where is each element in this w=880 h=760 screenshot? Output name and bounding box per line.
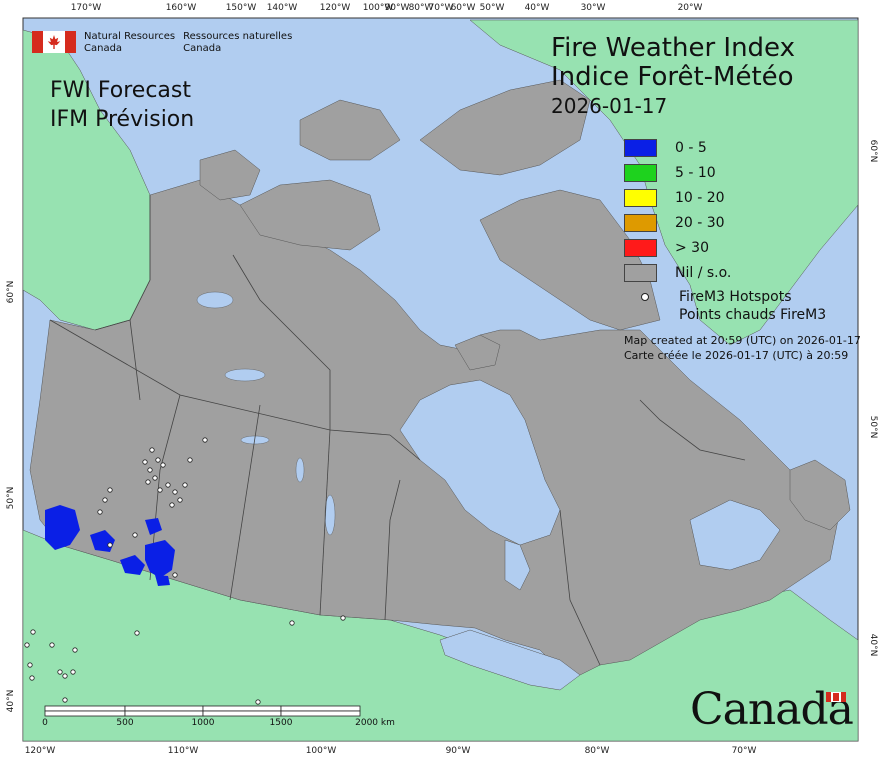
legend-row-0-5: 0 - 5	[624, 135, 731, 160]
legend-row-over-30: > 30	[624, 235, 731, 260]
tick-top-12: 40°W	[524, 3, 550, 13]
tick-bottom-6: 70°W	[731, 746, 757, 756]
scale-labels: 0 500 1000 1500 2000 km	[42, 718, 405, 732]
tick-top-3: 150°W	[225, 3, 257, 13]
reindeer-lake	[295, 457, 305, 483]
tick-top-4: 140°W	[266, 3, 298, 13]
hotspot-legend: FireM3 Hotspots Points chauds FireM3	[641, 288, 826, 324]
gulf-of-st-lawrence	[689, 499, 781, 571]
tick-top-14: 20°W	[677, 3, 703, 13]
great-lakes	[439, 629, 581, 691]
tick-right-2: 50°N	[868, 415, 878, 439]
legend-swatch-5-10	[624, 163, 657, 182]
hotspot-en: FireM3 Hotspots	[679, 289, 792, 305]
tick-right-1: 60°N	[868, 139, 878, 163]
tick-left-2: 50°N	[6, 486, 16, 510]
title-fr: Indice Forêt-Météo	[551, 62, 794, 92]
hotspot-dot-icon	[641, 293, 649, 301]
tick-bottom-2: 110°W	[167, 746, 199, 756]
great-slave-lake	[224, 368, 266, 382]
forecast-en: FWI Forecast	[50, 78, 191, 103]
tick-bottom-1: 120°W	[24, 746, 56, 756]
southampton-island	[454, 334, 501, 371]
hotspot-fr: Points chauds FireM3	[679, 307, 827, 323]
tick-right-3: 40°N	[868, 633, 878, 657]
legend-label-5-10: 5 - 10	[675, 164, 716, 181]
victoria-island	[239, 179, 381, 251]
nrcan-signature: Natural Resources Canada Ressources natu…	[32, 31, 292, 55]
tick-left-3: 40°N	[6, 689, 16, 713]
legend-swatch-nil	[624, 263, 657, 282]
banks-island	[199, 149, 261, 201]
forecast-label: FWI Forecast IFM Prévision	[50, 76, 194, 134]
tick-top-13: 30°W	[580, 3, 606, 13]
tick-top-9: 70°W	[428, 3, 454, 13]
tick-bottom-4: 90°W	[445, 746, 471, 756]
tick-top-5: 120°W	[319, 3, 351, 13]
greenland-land	[469, 19, 859, 346]
scale-label-2000: 2000 km	[355, 718, 395, 728]
tick-bottom-3: 100°W	[305, 746, 337, 756]
legend-label-0-5: 0 - 5	[675, 139, 707, 156]
scale-label-1000: 1000	[191, 718, 215, 728]
lake-winnipeg	[324, 494, 336, 536]
title-en: Fire Weather Index	[551, 33, 795, 63]
queen-elizabeth-islands	[299, 99, 401, 161]
created-fr: Carte créée le 2026-01-17 (UTC) à 20:59	[624, 349, 849, 362]
nrcan-english: Natural Resources Canada	[84, 31, 175, 55]
fwi-legend: 0 - 5 5 - 10 10 - 20 20 - 30 > 30 Nil / …	[624, 135, 731, 285]
great-bear-lake	[196, 291, 234, 309]
canada-flag-icon	[32, 31, 76, 53]
newfoundland	[789, 459, 851, 531]
legend-swatch-0-5	[624, 138, 657, 157]
legend-row-10-20: 10 - 20	[624, 185, 731, 210]
nrcan-en-line2: Canada	[84, 43, 123, 54]
tick-top-6: 100°W	[362, 3, 394, 13]
legend-swatch-20-30	[624, 213, 657, 232]
scale-label-1500: 1500	[269, 718, 293, 728]
map-date: 2026-01-17	[551, 94, 668, 118]
map-created-note: Map created at 20:59 (UTC) on 2026-01-17…	[624, 333, 861, 363]
legend-row-nil: Nil / s.o.	[624, 260, 731, 285]
nrcan-en-line1: Natural Resources	[84, 31, 176, 42]
wordmark-flag-icon	[826, 692, 846, 702]
tick-top-1: 170°W	[70, 3, 102, 13]
scale-bar	[44, 705, 361, 717]
ellesmere-island	[419, 79, 591, 176]
tick-bottom-5: 80°W	[584, 746, 610, 756]
tick-top-2: 160°W	[165, 3, 197, 13]
scale-label-0: 0	[42, 718, 48, 728]
fwi-low-areas	[45, 505, 175, 586]
nrcan-fr-line1: Ressources naturelles	[183, 31, 293, 42]
legend-row-20-30: 20 - 30	[624, 210, 731, 235]
map-title: Fire Weather Index Indice Forêt-Météo	[551, 34, 795, 92]
provincial-boundaries	[49, 195, 746, 666]
forecast-fr: IFM Prévision	[50, 107, 195, 132]
hudson-bay	[399, 379, 561, 546]
created-en: Map created at 20:59 (UTC) on 2026-01-17	[624, 334, 861, 347]
legend-swatch-over-30	[624, 238, 657, 257]
scale-label-500: 500	[116, 718, 134, 728]
legend-swatch-10-20	[624, 188, 657, 207]
tick-top-8: 80°W	[408, 3, 434, 13]
legend-label-10-20: 10 - 20	[675, 189, 725, 206]
nrcan-french: Ressources naturelles Canada	[183, 31, 292, 55]
legend-label-nil: Nil / s.o.	[675, 264, 732, 281]
legend-row-5-10: 5 - 10	[624, 160, 731, 185]
tick-top-7: 90°W	[384, 3, 410, 13]
nrcan-fr-line2: Canada	[183, 43, 222, 54]
legend-label-over-30: > 30	[675, 239, 709, 256]
legend-label-20-30: 20 - 30	[675, 214, 725, 231]
firem3-hotspots	[24, 437, 346, 705]
tick-left-1: 60°N	[6, 280, 16, 304]
tick-top-10: 60°W	[450, 3, 476, 13]
hotspot-legend-label: FireM3 Hotspots Points chauds FireM3	[679, 288, 826, 324]
tick-top-11: 50°W	[479, 3, 505, 13]
baffin-island	[479, 189, 661, 331]
james-bay	[504, 539, 531, 591]
